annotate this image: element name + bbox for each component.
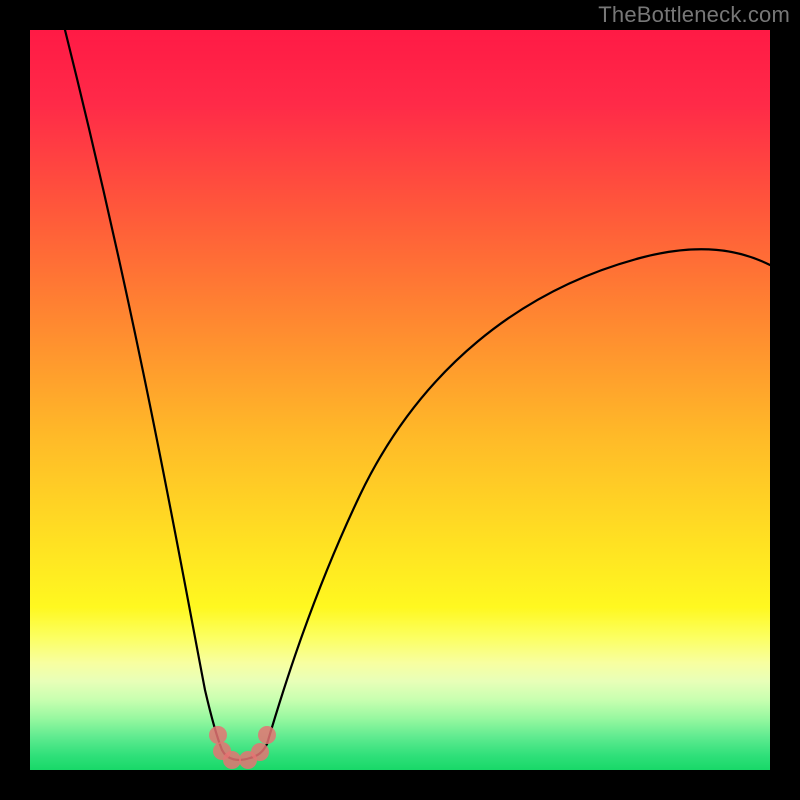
valley-marker-0 xyxy=(209,726,227,744)
chart-svg xyxy=(0,0,800,800)
plot-area-rect xyxy=(30,30,770,770)
valley-marker-5 xyxy=(258,726,276,744)
valley-marker-2 xyxy=(223,751,241,769)
chart-root: TheBottleneck.com xyxy=(0,0,800,800)
valley-marker-4 xyxy=(251,743,269,761)
watermark-text: TheBottleneck.com xyxy=(598,2,790,28)
